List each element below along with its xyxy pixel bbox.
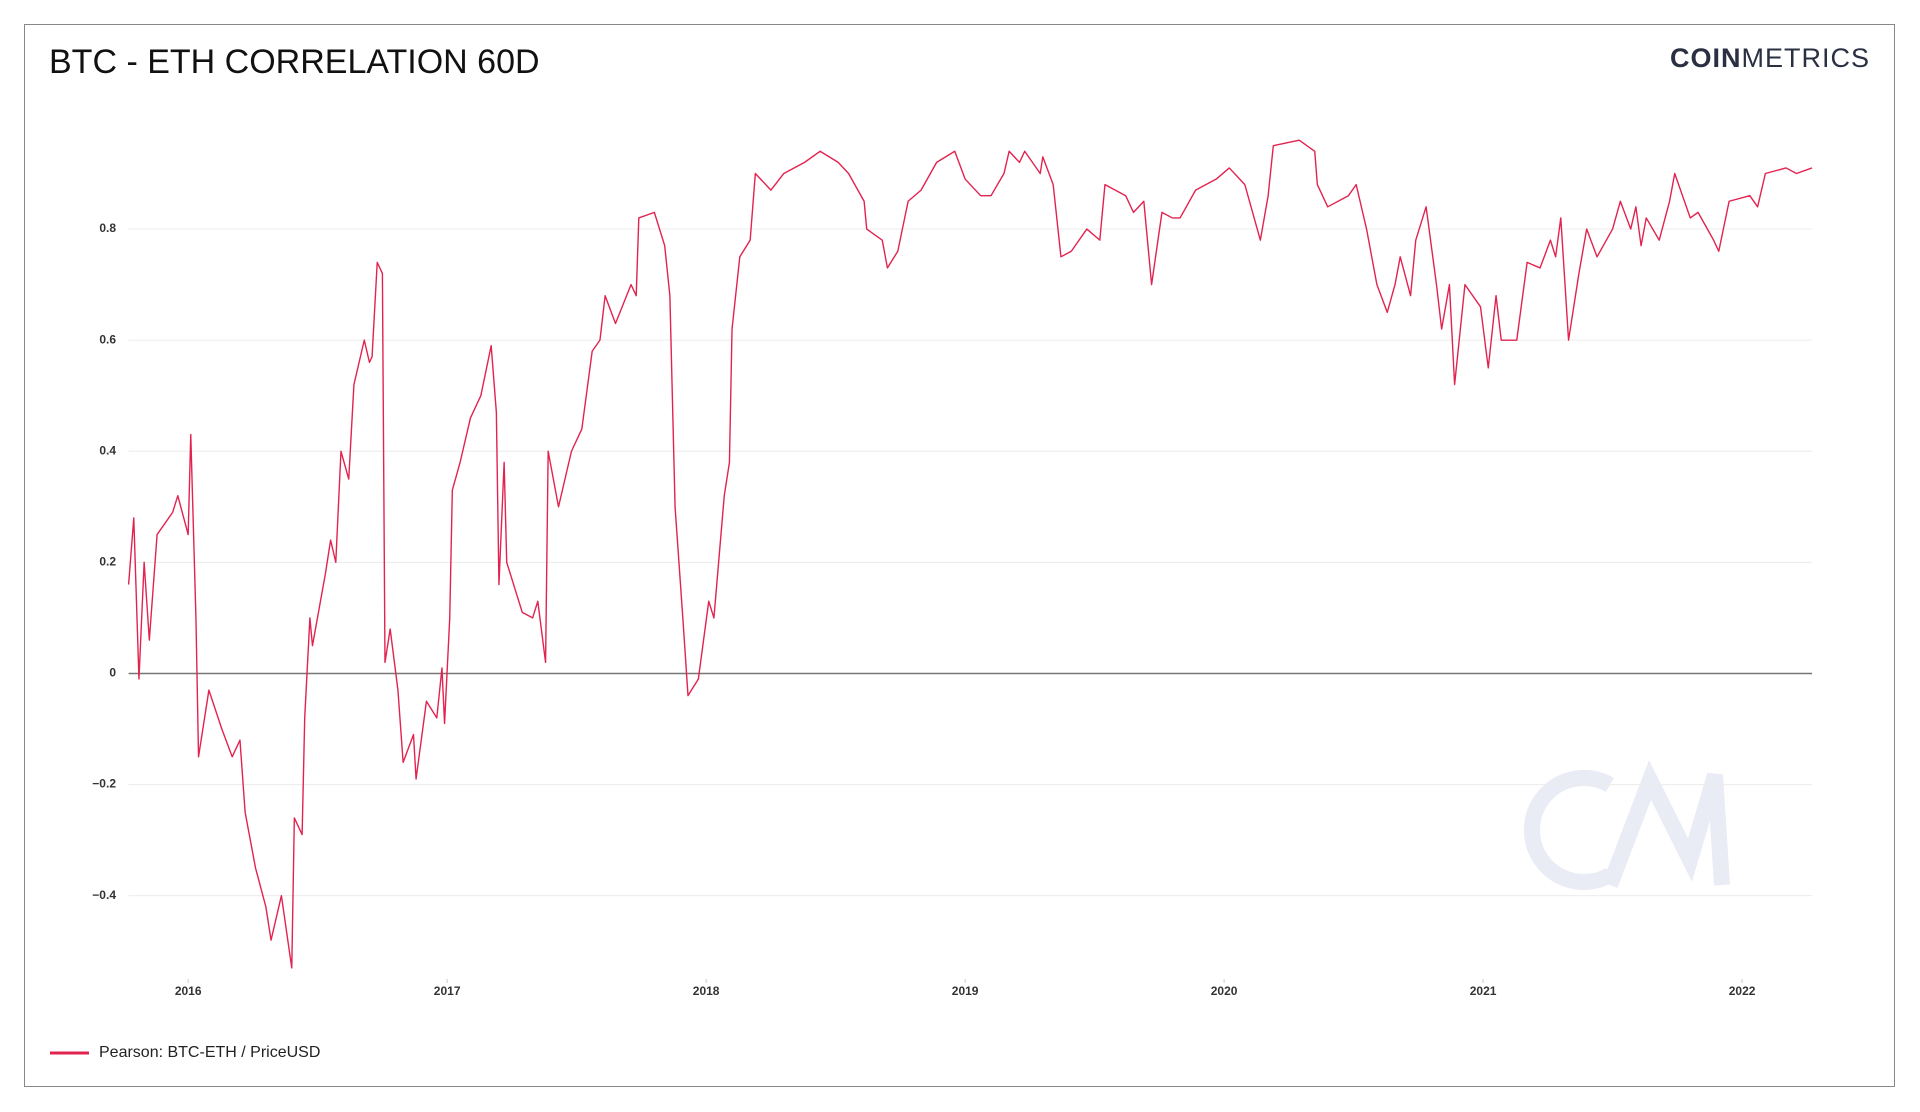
logo: COINMETRICS <box>1670 43 1870 73</box>
watermark-m <box>1602 760 1730 888</box>
watermark-c <box>1524 770 1614 890</box>
chart-title: BTC - ETH CORRELATION 60D <box>49 43 540 81</box>
frame <box>24 24 1895 1087</box>
series-line <box>127 139 1813 969</box>
y-tick-label: 0.8 <box>99 221 116 235</box>
x-tick-label: 2019 <box>952 984 979 998</box>
logo-light: METRICS <box>1742 43 1871 73</box>
x-tick-label: 2022 <box>1729 984 1756 998</box>
y-tick-label: −0.4 <box>92 888 116 902</box>
y-tick-label: 0.6 <box>99 332 116 346</box>
x-tick-label: 2020 <box>1211 984 1238 998</box>
y-tick-label: 0.2 <box>99 555 116 569</box>
logo-bold: COIN <box>1670 43 1742 73</box>
y-tick-label: 0 <box>109 666 116 680</box>
x-tick-label: 2016 <box>175 984 202 998</box>
x-tick-label: 2017 <box>434 984 461 998</box>
y-tick-label: 0.4 <box>99 443 116 457</box>
legend-label: Pearson: BTC-ETH / PriceUSD <box>99 1044 320 1061</box>
watermark <box>1524 760 1730 890</box>
y-tick-label: −0.2 <box>92 777 116 791</box>
x-tick-label: 2018 <box>693 984 720 998</box>
x-tick-label: 2021 <box>1470 984 1497 998</box>
